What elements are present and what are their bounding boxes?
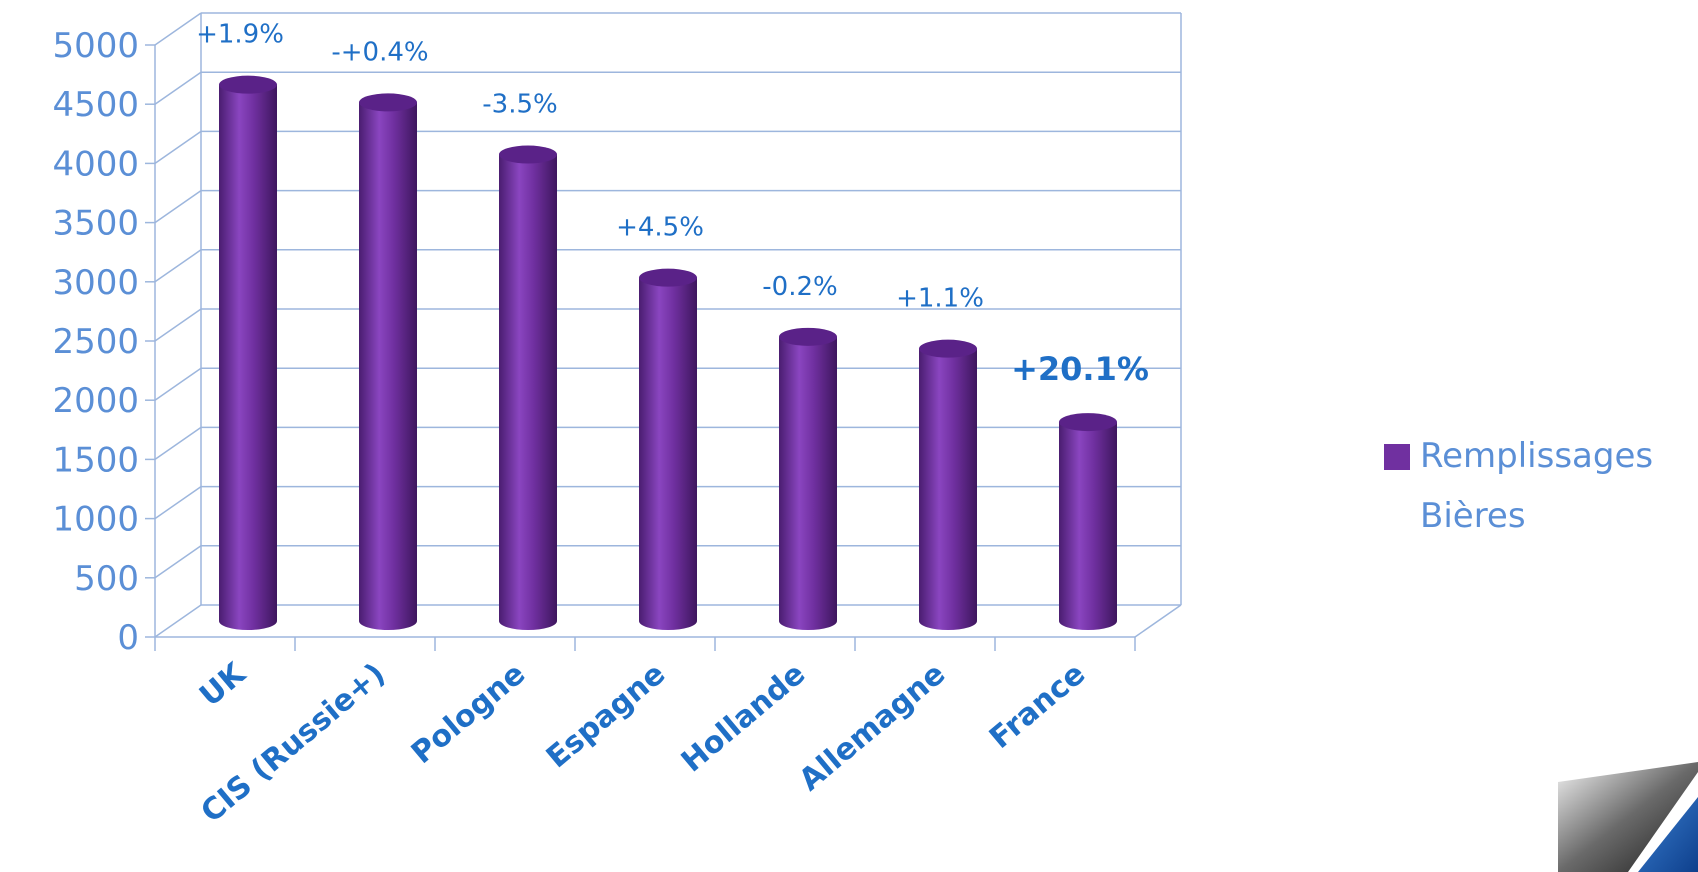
legend-label: Remplissages Bières	[1420, 426, 1690, 546]
y-tick-label: 4500	[52, 85, 139, 125]
y-tick-label: 500	[74, 559, 139, 599]
y-tick-label: 5000	[52, 26, 139, 66]
bar	[1059, 413, 1117, 630]
y-tick-label: 3000	[52, 263, 139, 303]
y-tick-label: 2500	[52, 322, 139, 362]
gridline-diagonal	[155, 427, 201, 459]
y-tick-label: 4000	[52, 144, 139, 184]
legend: Remplissages Bières	[1384, 440, 1690, 546]
bar	[359, 93, 417, 630]
data-label: +1.1%	[896, 284, 984, 314]
gridline-diagonal	[155, 13, 201, 45]
x-tick-label: Hollande	[675, 656, 812, 779]
data-label: +4.5%	[616, 213, 704, 243]
gridline-diagonal	[155, 368, 201, 400]
gridline-diagonal	[155, 250, 201, 282]
gridline-diagonal	[155, 487, 201, 519]
bars	[219, 76, 1117, 630]
floor-edge	[1135, 605, 1181, 637]
gridline-diagonal	[155, 131, 201, 163]
gridline-diagonal	[155, 605, 201, 637]
data-label: +1.9%	[196, 20, 284, 50]
legend-swatch	[1384, 444, 1410, 470]
x-tick-label: UK	[193, 655, 253, 714]
y-tick-label: 1000	[52, 500, 139, 540]
gridline-diagonal	[155, 72, 201, 104]
x-tick-label: Allemagne	[793, 656, 952, 798]
x-tick-label: Espagne	[540, 656, 672, 775]
y-tick-label: 2000	[52, 381, 139, 421]
corner-decoration	[1528, 762, 1698, 872]
data-label: -0.2%	[762, 272, 837, 302]
y-axis-ticks: 0 500 1000 1500 2000 2500 3000 3500 4000 4500 5000	[52, 26, 139, 658]
bar	[779, 328, 837, 630]
bar	[639, 269, 697, 630]
data-label: -3.5%	[482, 90, 557, 120]
y-tick-label: 0	[117, 618, 139, 658]
bar	[919, 340, 977, 630]
gridline-diagonal	[155, 546, 201, 578]
y-tick-label: 1500	[52, 440, 139, 480]
data-label: +20.1%	[1011, 350, 1149, 388]
gridline-diagonal	[155, 191, 201, 223]
y-tick-label: 3500	[52, 204, 139, 244]
gridline-diagonal	[155, 309, 201, 341]
data-label: -+0.4%	[331, 37, 428, 67]
bar	[219, 76, 277, 630]
x-tick-label: Pologne	[405, 656, 532, 771]
bar	[499, 146, 557, 630]
x-tick-label: France	[983, 656, 1092, 756]
